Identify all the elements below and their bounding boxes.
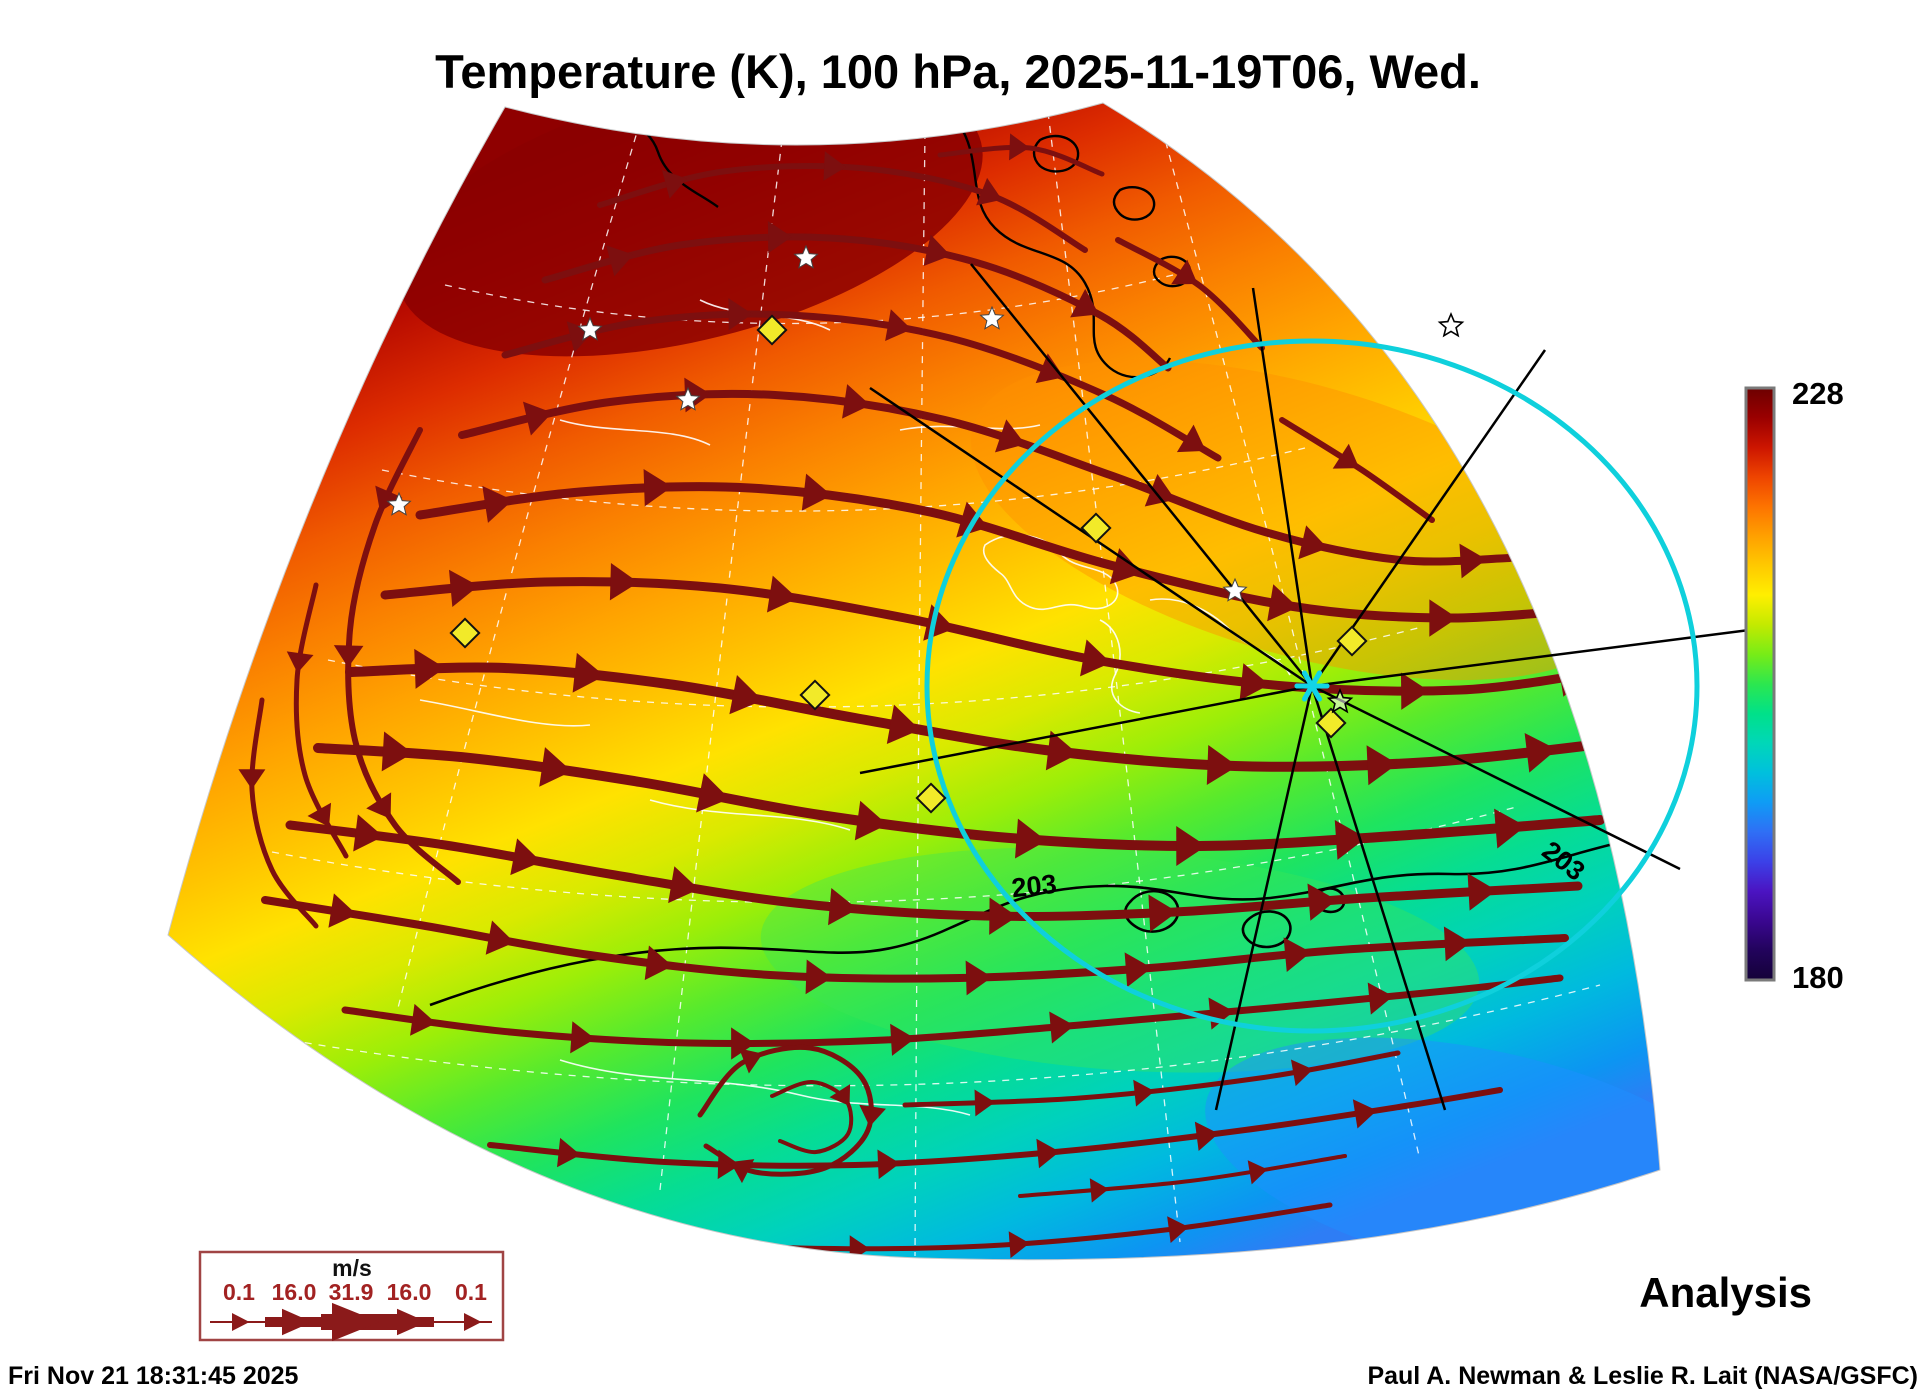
wind-speed-legend: m/s 0.1 16.0 31.9 16.0 0.1 [198, 1250, 505, 1342]
map-area [167, 102, 1661, 1261]
station-star-outline-marker [1437, 311, 1465, 338]
analysis-label: Analysis [1639, 1269, 1812, 1316]
station-diamond-marker [1336, 625, 1368, 657]
map-fan-outline [167, 102, 1661, 1261]
station-markers [386, 244, 1465, 814]
legend-value-1: 0.1 [223, 1279, 255, 1305]
station-diamond-marker [1080, 512, 1112, 544]
azimuth-lines [859, 263, 1766, 1111]
legend-value-4: 16.0 [387, 1279, 432, 1305]
station-star-marker [577, 316, 603, 341]
station-diamond-marker [449, 617, 481, 649]
station-star-marker [1222, 577, 1248, 602]
wind-streamlines [238, 133, 1623, 1260]
station-star-marker [979, 305, 1005, 330]
station-star-outline-marker [1326, 687, 1354, 714]
colorbar-max-label: 228 [1792, 376, 1844, 411]
range-circle [924, 338, 1700, 1034]
colorbar: 228 180 [1744, 376, 1844, 995]
colorbar-min-label: 180 [1792, 960, 1844, 995]
colorbar-gradient [1744, 386, 1776, 982]
station-diamond-marker [915, 782, 947, 814]
station-star-marker [386, 491, 412, 516]
legend-box [198, 1250, 505, 1342]
station-diamond-marker [799, 679, 831, 711]
legend-value-3: 31.9 [329, 1279, 374, 1305]
legend-value-2: 16.0 [272, 1279, 317, 1305]
wind-barb-glyph [210, 1302, 492, 1342]
legend-value-5: 0.1 [455, 1279, 487, 1305]
credit-line: Paul A. Newman & Leslie R. Lait (NASA/GS… [1367, 1362, 1918, 1390]
station-diamond-marker [756, 314, 788, 346]
station-star-marker [793, 244, 819, 269]
station-star-marker [675, 386, 701, 411]
legend-units-label: m/s [332, 1255, 372, 1281]
contour-value-label: 203 [1010, 869, 1058, 904]
generation-timestamp: Fri Nov 21 18:31:45 2025 [8, 1362, 299, 1390]
station-diamond-marker [1315, 707, 1347, 739]
center-station-marker [1302, 670, 1322, 702]
plot-title: Temperature (K), 100 hPa, 2025-11-19T06,… [435, 45, 1481, 98]
